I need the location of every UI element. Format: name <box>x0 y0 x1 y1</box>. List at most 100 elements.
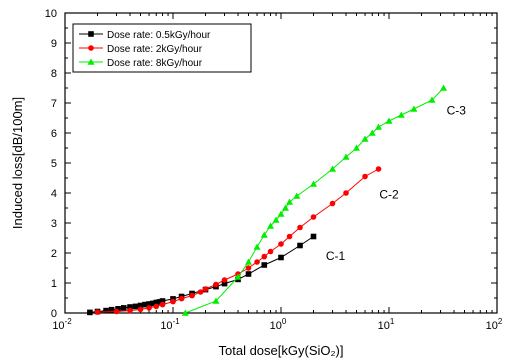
data-point-triangle <box>293 192 301 199</box>
data-point-square <box>88 31 94 37</box>
legend: Dose rate: 0.5kGy/hour Dose rate: 2kGy/ho… <box>72 23 252 73</box>
data-point-triangle <box>244 258 252 265</box>
x-tick-label: 10-2 <box>52 317 72 332</box>
data-point-circle <box>245 265 252 271</box>
data-point-circle <box>329 200 336 207</box>
data-point-square <box>108 306 115 313</box>
legend-entry: Dose rate: 8kGy/hour <box>79 58 203 69</box>
x-axis-title: Total dose[kGy(SiO₂)] <box>219 343 344 358</box>
annotation-layer: C-1 C-2 C-3 <box>326 104 466 264</box>
data-point-circle <box>278 241 284 247</box>
data-point-square <box>310 233 317 240</box>
x-tick-label: 10-1 <box>160 317 180 332</box>
data-point-triangle <box>375 123 383 130</box>
data-point-triangle <box>260 231 268 238</box>
data-point-circle <box>221 277 228 283</box>
x-tick-label: 101 <box>378 317 395 332</box>
y-tick-label: 9 <box>51 38 57 50</box>
curve-label: C-1 <box>326 249 346 263</box>
y-tick-label: 0 <box>51 308 57 320</box>
data-point-square <box>159 298 166 304</box>
data-point-circle <box>94 309 101 315</box>
data-point-triangle <box>329 165 337 172</box>
y-tick-label: 2 <box>51 248 57 260</box>
data-point-square <box>297 242 303 249</box>
data-point-triangle <box>253 243 261 250</box>
data-point-square <box>245 271 252 277</box>
data-point-triangle <box>267 222 275 229</box>
series-circle <box>94 166 382 315</box>
x-tick-label: 102 <box>486 317 503 332</box>
y-tick-label: 10 <box>45 8 57 20</box>
data-point-triangle <box>368 129 376 136</box>
data-point-triangle <box>397 111 405 118</box>
series-layer <box>87 84 448 316</box>
data-point-circle <box>137 306 144 313</box>
data-point-circle <box>170 298 176 305</box>
x-axis: 10-2 10-1 100 101 102 <box>52 13 503 332</box>
data-point-square <box>156 299 163 305</box>
y-tick-label: 7 <box>51 98 57 110</box>
data-point-circle <box>189 292 195 299</box>
data-point-circle <box>213 281 219 288</box>
data-point-circle <box>88 45 94 51</box>
data-point-square <box>132 303 139 310</box>
data-point-circle <box>197 289 204 295</box>
y-tick-label: 5 <box>51 158 57 170</box>
data-point-square <box>142 301 148 308</box>
data-point-circle <box>261 253 268 260</box>
data-point-triangle <box>212 297 220 304</box>
legend-entry: Dose rate: 2kGy/hour <box>79 44 203 55</box>
data-point-square <box>127 304 133 310</box>
data-point-triangle <box>234 273 242 280</box>
data-point-circle <box>127 307 133 314</box>
legend-entry: Dose rate: 0.5kGy/hour <box>79 30 211 41</box>
data-point-triangle <box>342 153 350 160</box>
y-axis: 0 1 2 3 4 5 6 7 8 9 10 <box>45 8 497 320</box>
data-point-square <box>87 309 93 316</box>
data-point-circle <box>153 303 160 310</box>
data-point-circle <box>286 233 293 240</box>
y-tick-label: 4 <box>51 188 57 200</box>
data-point-circle <box>375 166 382 172</box>
legend-label: Dose rate: 0.5kGy/hour <box>107 30 211 41</box>
data-point-triangle <box>361 135 369 142</box>
curve-label: C-3 <box>447 104 467 118</box>
data-point-square <box>146 301 152 307</box>
curve-label: C-2 <box>379 188 399 202</box>
data-point-triangle <box>87 58 95 65</box>
series-triangle <box>181 84 448 316</box>
y-tick-label: 6 <box>51 128 57 140</box>
data-point-square <box>153 299 160 306</box>
data-point-triangle <box>277 210 285 217</box>
data-point-circle <box>113 308 120 315</box>
x-tick-label: 100 <box>270 317 287 332</box>
data-point-circle <box>178 295 185 302</box>
data-point-circle <box>202 286 209 292</box>
data-point-square <box>261 262 268 268</box>
data-point-square <box>278 254 284 261</box>
data-point-circle <box>362 173 368 180</box>
data-point-triangle <box>281 204 289 211</box>
y-tick-label: 8 <box>51 68 57 80</box>
data-point-circle <box>267 248 274 255</box>
data-point-triangle <box>286 198 294 205</box>
data-point-circle <box>159 301 166 308</box>
data-point-circle <box>310 214 317 220</box>
data-point-triangle <box>272 216 280 223</box>
y-tick-label: 3 <box>51 218 57 230</box>
data-point-triangle <box>440 84 448 91</box>
y-tick-label: 1 <box>51 278 57 290</box>
data-point-square <box>115 306 121 312</box>
data-point-circle <box>343 190 349 196</box>
data-point-square <box>149 300 156 307</box>
data-point-circle <box>146 305 152 311</box>
data-point-square <box>137 302 144 309</box>
legend-label: Dose rate: 8kGy/hour <box>107 58 203 69</box>
legend-label: Dose rate: 2kGy/hour <box>107 44 203 55</box>
data-point-square <box>221 280 228 287</box>
data-point-square <box>120 305 127 311</box>
data-point-triangle <box>428 96 436 103</box>
data-point-triangle <box>385 117 393 124</box>
